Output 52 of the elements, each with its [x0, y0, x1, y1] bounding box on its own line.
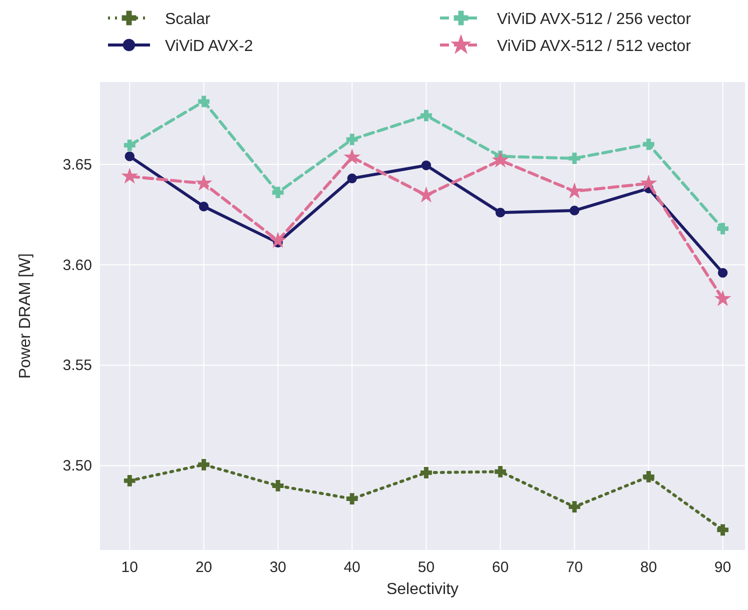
point — [718, 268, 728, 278]
point — [568, 152, 580, 164]
x-tick-label: 10 — [121, 559, 138, 576]
y-tick-label: 3.60 — [62, 256, 92, 274]
point — [715, 291, 730, 306]
point — [198, 458, 210, 470]
point — [346, 493, 358, 504]
x-tick-label: 80 — [640, 559, 657, 576]
y-axis-title: Power DRAM [W] — [17, 253, 34, 379]
y-tick-label: 3.65 — [62, 156, 92, 174]
point — [420, 110, 432, 122]
point — [420, 466, 432, 478]
legend-label: ViViD AVX-2 — [165, 38, 254, 55]
point — [198, 202, 209, 212]
point — [494, 466, 506, 478]
x-tick-label: 60 — [492, 559, 509, 576]
legend-label: ViViD AVX-512 / 256 vector — [497, 11, 692, 28]
x-axis-title: Selectivity — [386, 581, 459, 598]
x-tick-label: 50 — [418, 559, 435, 576]
point — [421, 160, 432, 170]
point — [198, 96, 210, 108]
y-tick-label: 3.55 — [62, 357, 92, 374]
point — [717, 222, 728, 234]
x-tick-label: 70 — [566, 559, 583, 576]
point — [344, 150, 360, 164]
point — [492, 152, 508, 167]
y-tick-label: 3.50 — [62, 458, 92, 475]
point — [122, 168, 138, 183]
point — [418, 187, 434, 202]
legend-label: Scalar — [165, 11, 212, 28]
point — [641, 176, 656, 190]
point — [346, 134, 358, 146]
point — [495, 208, 506, 218]
point — [642, 138, 654, 150]
point — [270, 232, 286, 248]
point — [570, 206, 580, 216]
x-tick-label: 20 — [195, 559, 212, 576]
point — [717, 524, 728, 536]
point — [124, 151, 135, 162]
x-tick-label: 30 — [270, 559, 286, 576]
x-tick-label: 40 — [344, 559, 360, 576]
point — [642, 470, 654, 482]
point — [272, 480, 284, 492]
point — [568, 501, 580, 513]
x-tick-label: 90 — [714, 559, 732, 576]
point — [567, 183, 582, 198]
point — [347, 174, 357, 184]
point — [196, 176, 212, 190]
point — [124, 140, 136, 151]
legend-label: ViViD AVX-512 / 512 vector — [497, 38, 692, 55]
point — [272, 186, 284, 198]
point — [124, 475, 136, 486]
